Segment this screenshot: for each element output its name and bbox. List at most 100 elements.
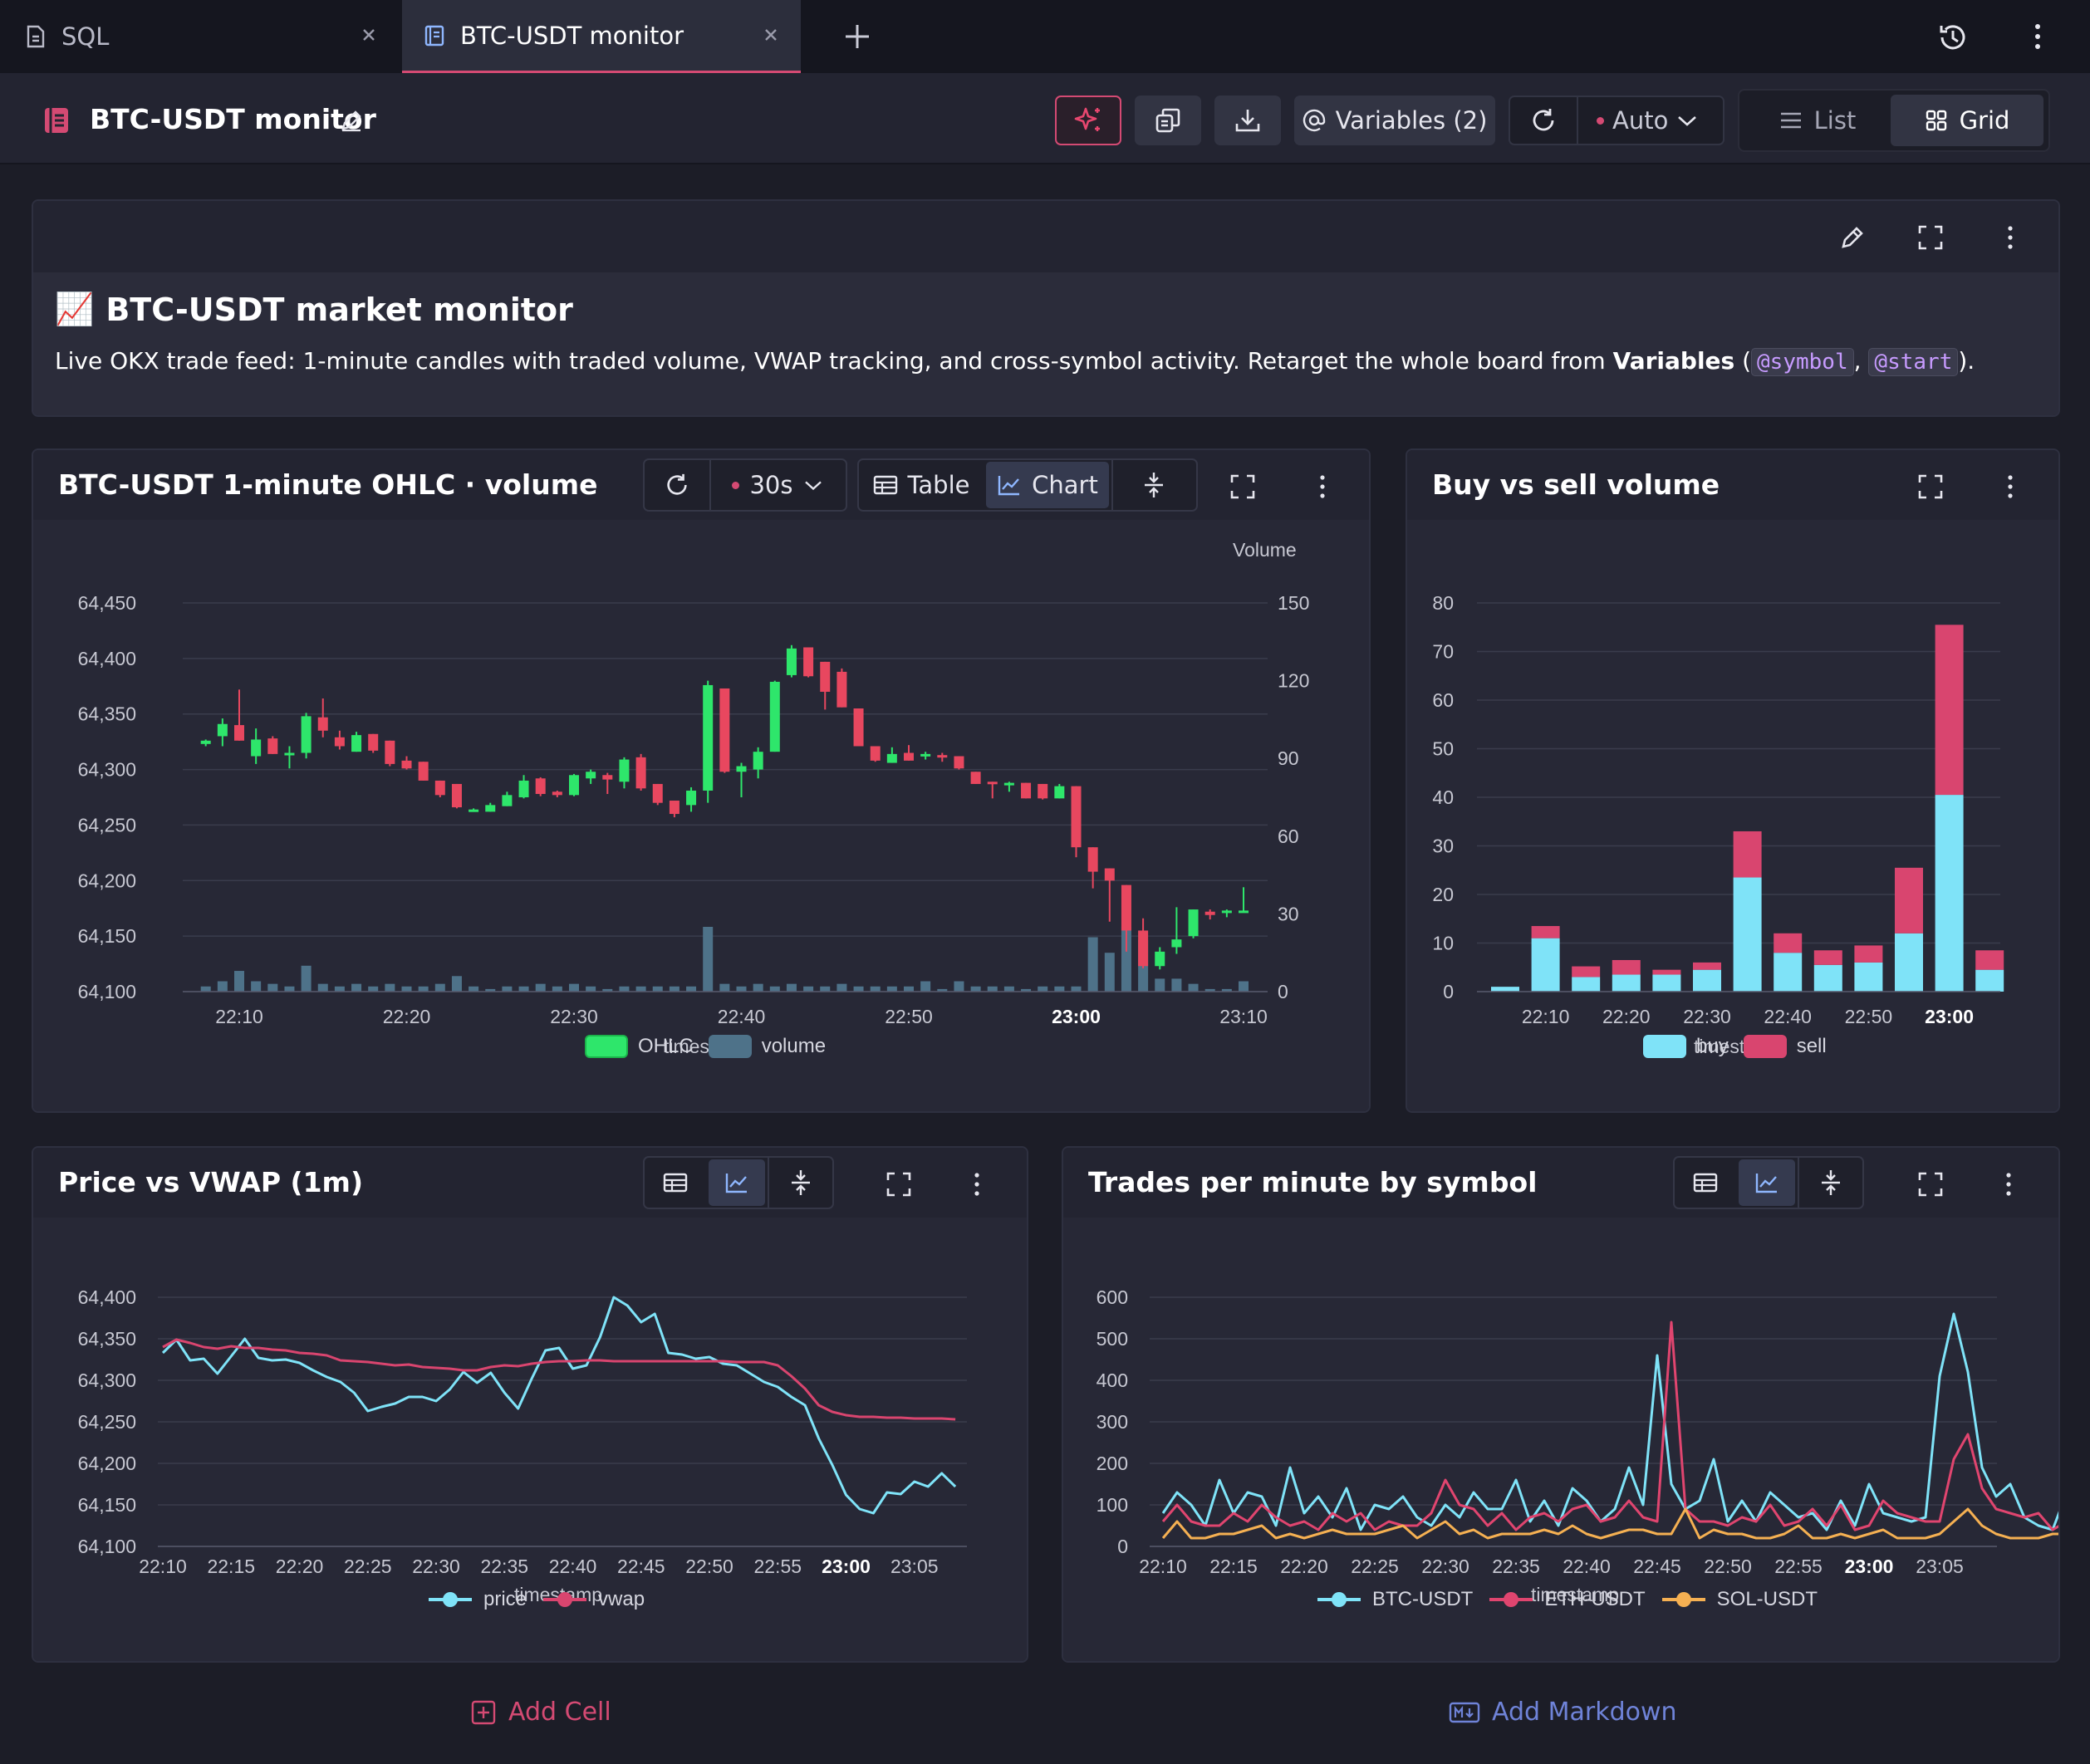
chart-view-button[interactable] <box>708 1159 766 1206</box>
table-view-button[interactable] <box>1675 1158 1736 1208</box>
markdown-body: 📈 BTC-USDT market monitor Live OKX trade… <box>33 272 2058 415</box>
volume-bar <box>803 986 814 992</box>
candle-body <box>368 733 379 751</box>
paren-close: ). <box>1958 347 1975 375</box>
volume-bar <box>1204 988 1215 992</box>
duplicate-button[interactable] <box>1135 96 1201 145</box>
auto-refresh-select[interactable]: Auto <box>1578 106 1698 135</box>
chart-view-button[interactable]: Chart <box>986 462 1109 508</box>
volume-bar <box>1155 978 1165 992</box>
candle-body <box>1239 910 1249 914</box>
refresh-icon <box>1529 106 1558 135</box>
y-tick-label: 300 <box>1097 1411 1128 1433</box>
cell-header: Buy vs sell volume <box>1407 450 2058 520</box>
edit-title-icon[interactable] <box>339 108 364 133</box>
download-button[interactable] <box>1214 96 1281 145</box>
add-cell-button[interactable]: Add Cell <box>470 1698 611 1727</box>
volume-bar <box>317 983 328 992</box>
candle-body <box>652 783 663 803</box>
legend-item-eth[interactable]: ETH-USDT <box>1488 1588 1646 1611</box>
volume-bar <box>1121 927 1131 992</box>
compress-button[interactable] <box>1111 460 1195 510</box>
volume-bar <box>987 986 998 992</box>
at-sign-icon <box>1303 109 1326 132</box>
table-view-button[interactable]: Table <box>859 460 984 510</box>
fullscreen-icon[interactable] <box>1914 470 1947 503</box>
candle-body <box>284 752 295 756</box>
y-tick-label: 64,250 <box>78 814 136 835</box>
ai-assist-button[interactable] <box>1055 96 1121 145</box>
candle-body <box>1054 786 1065 799</box>
candle-body <box>418 762 429 781</box>
volume-bar <box>552 986 562 992</box>
fullscreen-icon[interactable] <box>1914 1168 1947 1201</box>
y-tick-label: 64,200 <box>78 1453 136 1474</box>
volume-bar <box>251 981 262 992</box>
legend-item-price[interactable]: price <box>427 1588 527 1611</box>
volume-bar <box>904 986 914 992</box>
more-icon[interactable] <box>1992 1168 2025 1201</box>
new-tab-button[interactable] <box>842 20 872 53</box>
close-icon[interactable] <box>759 23 783 47</box>
tab-btc-monitor[interactable]: BTC-USDT monitor <box>402 0 801 73</box>
tab-label: SQL <box>61 22 110 51</box>
x-tick-label: 23:05 <box>890 1556 939 1577</box>
legend-item-sell[interactable]: sell <box>1743 1035 1827 1058</box>
bar-sell <box>1854 945 1883 963</box>
legend-item-buy[interactable]: buy <box>1643 1035 1729 1058</box>
refresh-button[interactable] <box>1510 97 1578 144</box>
more-icon[interactable] <box>1306 470 1339 503</box>
x-tick-label: 22:55 <box>753 1556 802 1577</box>
volume-bar <box>451 976 462 992</box>
legend-item-volume[interactable]: volume <box>708 1035 826 1058</box>
y-tick-label: 500 <box>1097 1328 1128 1350</box>
refresh-button[interactable] <box>645 460 711 510</box>
chart-view-button[interactable] <box>1738 1159 1796 1206</box>
series-line-btc-usdt <box>1161 1312 2058 1531</box>
add-markdown-button[interactable]: Add Markdown <box>1449 1698 1677 1727</box>
markdown-paragraph: Live OKX trade feed: 1-minute candles wi… <box>55 347 1975 376</box>
view-list-button[interactable]: List <box>1744 95 1891 146</box>
legend-swatch <box>1643 1035 1686 1058</box>
history-icon[interactable] <box>1937 22 1969 53</box>
legend-item-ohlc[interactable]: OHLC <box>585 1035 694 1058</box>
legend-swatch <box>585 1035 628 1058</box>
variables-button[interactable]: Variables (2) <box>1294 96 1495 145</box>
fullscreen-icon[interactable] <box>1226 470 1259 503</box>
legend-swatch <box>1743 1035 1787 1058</box>
candle-body <box>200 740 211 744</box>
volume-bar <box>1054 986 1065 992</box>
view-grid-button[interactable]: Grid <box>1891 95 2043 146</box>
bar-buy <box>1652 974 1681 992</box>
edit-icon[interactable] <box>1836 221 1869 254</box>
chart-legend: price vwap <box>427 1588 645 1611</box>
fullscreen-icon[interactable] <box>1914 221 1947 254</box>
legend-item-vwap[interactable]: vwap <box>542 1588 645 1611</box>
table-view-button[interactable] <box>645 1158 706 1208</box>
volume-bar <box>234 971 244 992</box>
compress-button[interactable] <box>1798 1158 1862 1208</box>
view-list-label: List <box>1813 106 1857 135</box>
candle-body <box>1155 951 1165 967</box>
more-icon[interactable] <box>1994 221 2027 254</box>
close-icon[interactable] <box>357 23 380 47</box>
legend-label: BTC-USDT <box>1372 1588 1474 1610</box>
paragraph-text: Live OKX trade feed: 1-minute candles wi… <box>55 347 1613 375</box>
legend-item-btc[interactable]: BTC-USDT <box>1316 1588 1473 1611</box>
add-markdown-label: Add Markdown <box>1492 1698 1677 1727</box>
table-icon <box>663 1172 688 1193</box>
compress-button[interactable] <box>768 1158 832 1208</box>
list-icon <box>1779 110 1803 130</box>
more-icon[interactable] <box>2032 22 2043 51</box>
refresh-control: Auto <box>1509 96 1724 145</box>
fullscreen-icon[interactable] <box>882 1168 915 1201</box>
markdown-icon <box>1449 1701 1480 1724</box>
legend-item-sol[interactable]: SOL-USDT <box>1661 1588 1818 1611</box>
candle-body <box>434 780 445 796</box>
refresh-interval-select[interactable]: 30s <box>711 460 844 510</box>
volume-bar <box>652 986 663 992</box>
tab-sql[interactable]: SQL <box>0 0 399 73</box>
more-icon[interactable] <box>960 1168 993 1201</box>
more-icon[interactable] <box>1994 470 2027 503</box>
volume-bar <box>535 983 546 992</box>
